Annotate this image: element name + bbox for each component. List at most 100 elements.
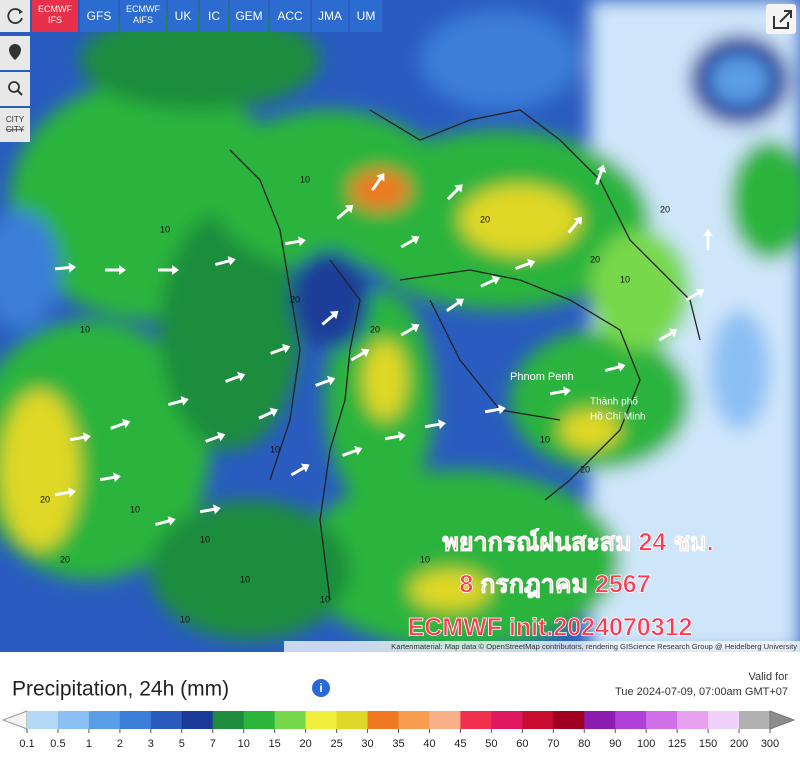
wind-arrow [199,504,221,515]
colorbar-tick-label: 150 [699,738,717,750]
colorbar-segment [677,711,709,729]
contour-label: 10 [270,444,280,454]
wind-arrow [270,343,291,355]
model-tab[interactable] [230,0,268,32]
colorbar-tick-label: 2 [117,738,123,750]
colorbar-tick-label: 5 [179,738,185,750]
colorbar-tick-label: 300 [761,738,779,750]
colorbar-segment [708,711,740,729]
colorbar-tick-label: 70 [547,738,559,750]
wind-arrow [105,265,126,275]
legend-title: Precipitation, 24h (mm) [12,678,229,701]
contour-label: 10 [80,324,90,334]
model-tab-label: ACC [277,9,303,23]
model-tabs: ECMWF IFS GFS ECMWF AIFS UK IC GEM ACC JMA UM [0,0,382,32]
wind-arrow [158,265,179,275]
overlay-title: พยากรณ์ฝนสะสม 24 ชม. [442,528,713,557]
refresh-button[interactable] [0,0,30,32]
colorbar-segment [212,711,245,729]
map[interactable]: 10 10 10 20 20 10 10 20 10 10 20 10 20 10 20 20 10 10 10 20… [0,0,800,652]
wind-arrow [258,407,278,420]
wind-arrow [54,487,76,498]
colorbar-segment [491,711,523,729]
borders [229,109,701,601]
valid-label: Valid for [748,671,788,683]
precip-field [0,0,800,652]
wind-arrow [400,235,420,249]
colorbar-segment [646,711,678,729]
model-tab[interactable] [32,0,78,32]
colorbar-tick-label: 3 [148,738,154,750]
wind-arrow [350,348,370,362]
zoom-button[interactable] [0,72,30,106]
share-button[interactable] [766,4,796,34]
wind-arrow [685,288,705,302]
colorbar-segment [274,711,307,729]
model-tab[interactable] [168,0,198,32]
wind-arrow [400,323,420,337]
colorbar-segment [429,711,461,729]
wind-arrow [284,236,306,247]
toolbar: CITY CITY [0,36,30,142]
contour-label: 20 [580,464,590,474]
wind-arrow [384,431,406,442]
colorbar-tick-label: 90 [609,738,621,750]
wind-arrow [336,204,354,220]
wind-arrow [424,419,446,430]
wind-arrow [371,172,385,192]
model-tab[interactable] [120,0,166,32]
refresh-icon-tip [19,9,23,14]
colorbar-tick-label: 200 [730,738,748,750]
contour-label: 20 [660,204,670,214]
model-tab-label: UM [357,9,376,23]
colorbar-segment [150,711,183,729]
wind-arrow [110,418,131,430]
wind-arrow [99,472,121,483]
colorbar-tick-label: 0.5 [50,738,65,750]
wind-arrows [54,164,713,527]
model-tab[interactable] [200,0,228,32]
wind-arrow [549,386,571,397]
contour-label: 20 [370,324,380,334]
wind-arrow [54,262,76,273]
zoom-icon-handle [17,90,23,96]
contour-label: 20 [40,494,50,504]
place-label: Phnom Penh [510,371,574,383]
legend-bg [0,652,800,752]
model-tab[interactable] [350,0,382,32]
contour-label: 10 [620,274,630,284]
valid-time: Tue 2024-07-09, 07:00am GMT+07 [615,686,788,698]
colorbar-segment [615,711,647,729]
model-tab-label: GEM [235,9,262,23]
contour-label: 10 [160,224,170,234]
colorbar-segment [584,711,616,729]
zoom-icon [8,81,20,93]
model-tab[interactable] [270,0,310,32]
model-tab[interactable] [312,0,348,32]
contour-label: 20 [480,214,490,224]
colorbar-segment [181,711,214,729]
overlay-init: ECMWF init.2024070312 [408,614,693,642]
colorbar-tick-label: 60 [516,738,528,750]
contour-label: 20 [590,254,600,264]
colorbar-segment [553,711,585,729]
city-label-off: CITY [6,125,25,134]
colorbar-tick-label: 40 [423,738,435,750]
wind-arrow [225,371,246,383]
contour-label: 10 [320,594,330,604]
colorbar-segment [367,711,399,729]
contour-label: 10 [300,174,310,184]
wind-arrow [69,432,91,443]
colorbar-tick-label: 7 [210,738,216,750]
info-button[interactable] [312,679,330,697]
wind-arrow [315,375,336,387]
model-tab[interactable] [80,0,118,32]
colorbar-segment [243,711,276,729]
city-button[interactable] [0,108,30,142]
colorbar-tick-label: 50 [485,738,497,750]
wind-arrow [154,516,176,527]
colorbar-segment [398,711,430,729]
model-tab-label: GFS [87,9,112,23]
model-tab-label: IC [208,9,220,23]
